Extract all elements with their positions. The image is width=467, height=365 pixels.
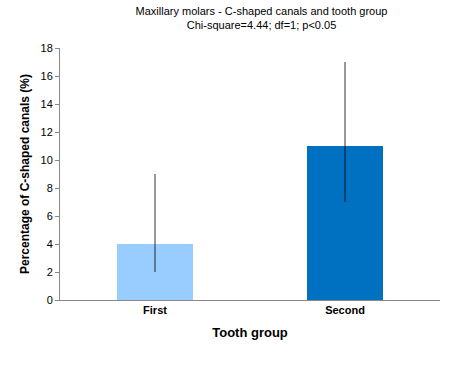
- svg-text:Tooth group: Tooth group: [212, 325, 288, 340]
- svg-text:8: 8: [47, 182, 53, 194]
- svg-text:2: 2: [47, 266, 53, 278]
- svg-text:Percentage of C-shaped canals: Percentage of C-shaped canals (%): [18, 74, 32, 274]
- svg-text:18: 18: [41, 42, 53, 54]
- svg-text:Second: Second: [325, 304, 365, 316]
- svg-text:4: 4: [47, 238, 53, 250]
- svg-text:14: 14: [41, 98, 53, 110]
- svg-text:0: 0: [47, 294, 53, 306]
- svg-text:Maxillary molars - C-shaped ca: Maxillary molars - C-shaped canals and t…: [136, 5, 388, 31]
- svg-text:10: 10: [41, 154, 53, 166]
- svg-text:First: First: [143, 304, 167, 316]
- svg-text:16: 16: [41, 70, 53, 82]
- svg-text:6: 6: [47, 210, 53, 222]
- svg-text:12: 12: [41, 126, 53, 138]
